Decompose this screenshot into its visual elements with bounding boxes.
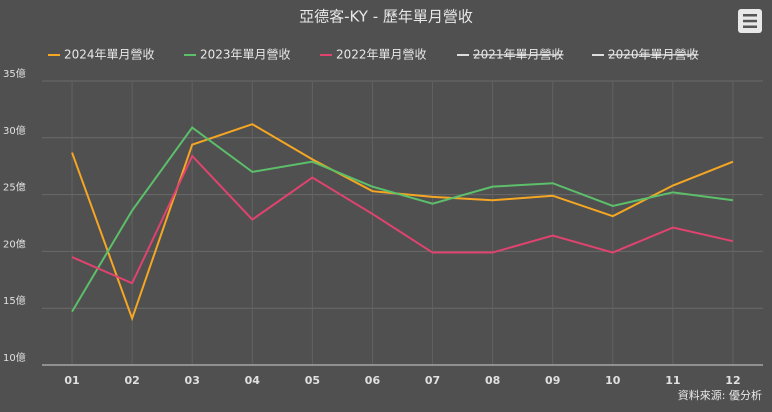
y-tick-label: 30億 xyxy=(3,124,26,137)
y-tick-label: 10億 xyxy=(3,351,26,364)
y-tick-label: 25億 xyxy=(3,181,26,194)
x-tick-label: 03 xyxy=(185,374,200,387)
legend-label[interactable]: 2021年單月營收 xyxy=(473,48,564,62)
y-tick-label: 35億 xyxy=(3,67,26,80)
x-tick-label: 12 xyxy=(725,374,740,387)
x-tick-label: 10 xyxy=(605,374,621,387)
chart-title: 亞德客-KY - 歷年單月營收 xyxy=(299,8,473,26)
series-line xyxy=(71,123,734,322)
menu-bar xyxy=(743,14,757,17)
x-tick-label: 07 xyxy=(425,374,440,387)
x-tick-label: 01 xyxy=(64,374,79,387)
x-tick-label: 08 xyxy=(485,374,500,387)
x-tick-label: 11 xyxy=(665,374,680,387)
x-tick-label: 04 xyxy=(245,374,261,387)
legend-label[interactable]: 2023年單月營收 xyxy=(200,48,291,62)
legend-label[interactable]: 2024年單月營收 xyxy=(64,48,155,62)
y-tick-label: 15億 xyxy=(3,294,26,307)
x-tick-label: 02 xyxy=(124,374,139,387)
series-line xyxy=(71,126,734,313)
credit: 資料來源: 優分析 xyxy=(678,388,762,402)
x-tick-label: 05 xyxy=(305,374,320,387)
menu-button[interactable] xyxy=(738,9,762,33)
x-tick-label: 06 xyxy=(365,374,381,387)
series-line xyxy=(71,154,734,285)
y-tick-label: 20億 xyxy=(3,237,26,250)
menu-bar xyxy=(743,25,757,28)
legend-label[interactable]: 2020年單月營收 xyxy=(608,48,699,62)
legend-label[interactable]: 2022年單月營收 xyxy=(336,48,427,62)
menu-bar xyxy=(743,19,757,23)
x-tick-label: 09 xyxy=(545,374,560,387)
